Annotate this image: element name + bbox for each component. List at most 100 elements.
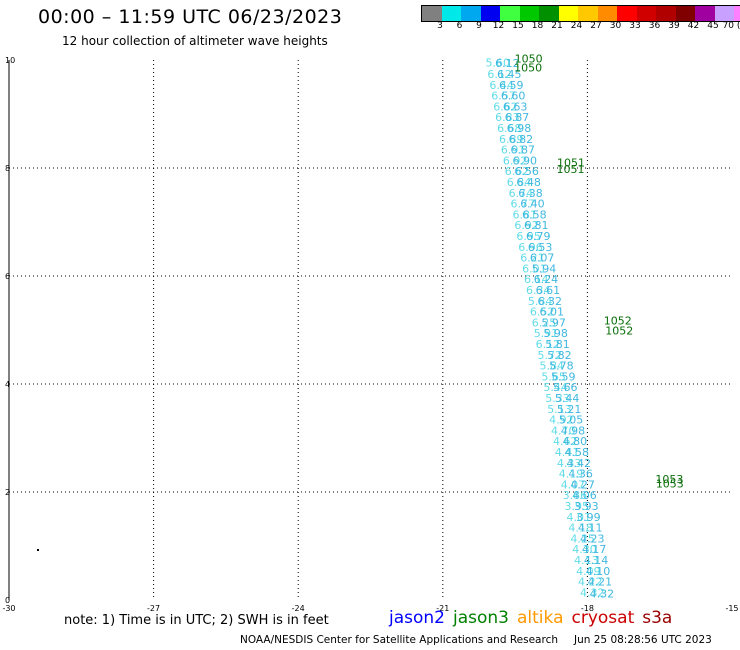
color-scale-label: 18 [531, 21, 544, 31]
color-swatch [675, 6, 695, 21]
data-label: 6.79 [526, 230, 551, 243]
data-label: 1050 [515, 52, 543, 65]
data-label: 6.53 [528, 241, 553, 254]
data-label: 6.24 [534, 273, 559, 286]
x-tick-label: -30 [2, 604, 15, 613]
data-label: 5.21 [557, 403, 582, 416]
satellite-jason2: jason2 [389, 608, 445, 628]
color-scale-label: 36 [648, 21, 661, 31]
color-scale-label: 27 [590, 21, 602, 31]
satellite-cryosat: cryosat [571, 608, 635, 628]
data-label: 4.98 [561, 424, 586, 437]
data-label: 6.96 [518, 241, 543, 254]
data-labels: 5.606.126.446.576.626.836.686.896.916.92… [37, 52, 684, 601]
data-label: 5.72 [538, 349, 563, 362]
data-label: 4.30 [572, 543, 597, 556]
data-label: 6.61 [536, 284, 561, 297]
color-swatch [734, 6, 740, 21]
color-scale-label: 9 [476, 21, 482, 31]
data-label: 4.80 [563, 435, 588, 448]
data-label: 6.34 [526, 284, 551, 297]
data-label: 6.68 [497, 122, 522, 135]
data-label: 6.38 [518, 187, 543, 200]
data-label: 6.81 [512, 208, 537, 221]
data-label: 6.45 [497, 68, 522, 81]
satellite-legend: jason2 jason3 altika cryosat s3a [389, 608, 680, 628]
color-swatch [714, 6, 734, 21]
data-label: 4.25 [570, 532, 595, 545]
color-swatch [695, 6, 715, 21]
data-label: 6.12 [536, 338, 561, 351]
data-label: 6.59 [499, 79, 524, 92]
data-label: 4.17 [582, 543, 607, 556]
data-label: 4.09 [576, 565, 601, 578]
x-tick-label: -21 [436, 604, 449, 613]
data-label: 1051 [557, 163, 585, 176]
y-tick-label: 6 [5, 272, 10, 281]
note-text: note: 1) Time is in UTC; 2) SWH is in fe… [64, 613, 329, 628]
data-label: 4.27 [570, 478, 595, 491]
data-label: 5.13 [547, 403, 572, 416]
x-tick-label: -18 [581, 604, 594, 613]
color-swatch [558, 6, 578, 21]
data-label: 6.87 [505, 111, 530, 124]
data-label: 4.92 [549, 414, 574, 427]
data-label: 4.36 [568, 468, 593, 481]
data-label: 6.48 [516, 176, 541, 189]
data-label: 6.89 [499, 133, 524, 146]
data-label: 6.01 [539, 306, 564, 319]
data-label: 6.82 [509, 133, 534, 146]
footer: NOAA/NESDIS Center for Satellite Applica… [240, 634, 712, 646]
color-swatch [519, 6, 539, 21]
data-label: 4.58 [565, 446, 590, 459]
x-tick-label: -24 [292, 604, 305, 613]
data-label: 6.32 [538, 295, 563, 308]
data-label: 4.13 [574, 554, 599, 567]
x-tick-label: -15 [725, 604, 738, 613]
data-label: 1053 [655, 473, 683, 486]
data-label: 6.95 [516, 230, 541, 243]
data-label: 1050 [514, 62, 542, 75]
color-scale-label: 33 [629, 21, 641, 31]
data-label: 6.57 [491, 90, 516, 103]
data-label: 4.70 [551, 424, 576, 437]
data-label: 5.84 [528, 295, 553, 308]
color-swatch [539, 6, 559, 21]
data-label: 6.07 [530, 252, 555, 265]
color-scale-label: 39 [668, 21, 680, 31]
data-label: 5.65 [541, 370, 566, 383]
data-label: 6.63 [503, 100, 528, 113]
y-tick-label: 0 [5, 596, 10, 605]
data-label: 4.18 [568, 522, 593, 535]
page-title: 00:00 – 11:59 UTC 06/23/2023 [38, 6, 343, 28]
data-label: 1052 [604, 314, 632, 327]
data-label: 1051 [557, 157, 585, 170]
satellite-jason3: jason3 [453, 608, 509, 628]
data-label: 6.83 [495, 111, 520, 124]
data-label: 6.92 [503, 154, 528, 167]
data-label: 3.99 [576, 511, 601, 524]
data-label: 4.10 [586, 565, 611, 578]
color-scale-label: 42 [687, 21, 700, 31]
data-label: 4.14 [584, 554, 609, 567]
data-label: 4.21 [588, 576, 613, 589]
data-label: 4.07 [561, 478, 586, 491]
satellite-s3a: s3a [642, 608, 673, 628]
data-label: 6.14 [524, 273, 549, 286]
data-label: 6.12 [487, 68, 512, 81]
data-label: 6.92 [514, 219, 539, 232]
color-swatch [461, 6, 481, 21]
color-scale-label: 45 [707, 21, 719, 31]
y-tick-label: 4 [5, 380, 10, 389]
color-scale-label: 70 (ft) [722, 21, 740, 31]
color-swatch [578, 6, 598, 21]
footer-org: NOAA/NESDIS Center for Satellite Applica… [240, 634, 558, 646]
color-swatch [597, 6, 617, 21]
data-label: 3.95 [565, 500, 590, 513]
data-label: 6.52 [530, 306, 555, 319]
data-label: 4.32 [590, 588, 615, 601]
data-label: 6.90 [512, 154, 537, 167]
data-label: 4.33 [557, 457, 582, 470]
color-swatch [500, 6, 520, 21]
